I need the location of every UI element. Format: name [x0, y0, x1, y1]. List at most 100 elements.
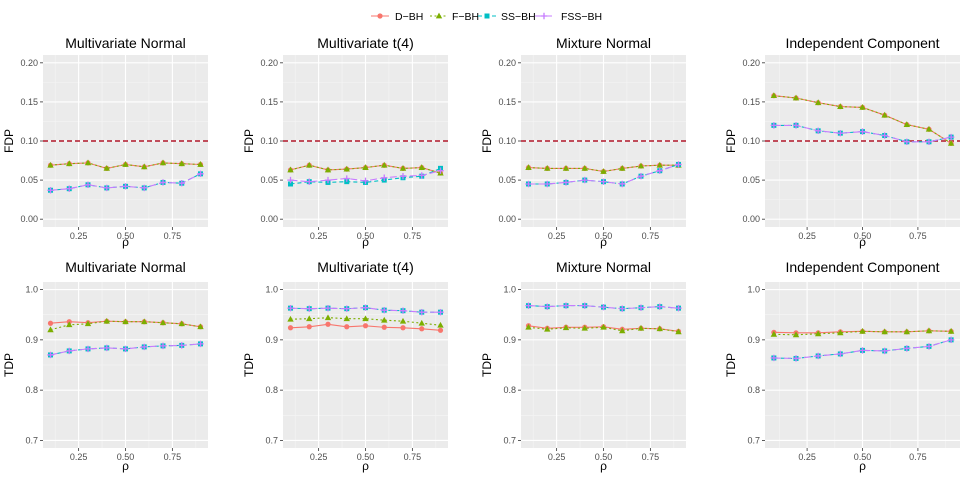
data-point — [287, 176, 294, 184]
y-tick-label: 0.10 — [498, 136, 516, 146]
y-axis-label: TDP — [242, 353, 256, 377]
legend-label: FSS−BH — [561, 11, 602, 23]
y-tick-label: 0.8 — [25, 385, 38, 395]
data-point — [343, 175, 350, 182]
data-point — [381, 174, 388, 181]
data-point — [544, 325, 551, 332]
data-point — [792, 94, 800, 101]
data-point — [619, 305, 626, 312]
legend: D−BH F−BH SS−BH FSS−BH — [371, 11, 602, 23]
series-line — [773, 124, 952, 143]
x-tick-label: 0.50 — [854, 231, 872, 241]
panel-5: 0.25 0.50 0.75 0.7 0.8 0.9 1.0 Multivariate Nor… — [2, 259, 208, 473]
data-point — [47, 320, 54, 326]
data-point — [178, 342, 185, 349]
panel-1: 0.25 0.50 0.75 0.00 0.05 0.10 0.15 0.20 Multivar… — [2, 35, 208, 249]
data-point — [325, 321, 331, 327]
data-point — [675, 161, 682, 168]
x-tick-label: 0.25 — [548, 452, 566, 462]
series-fss-bh — [525, 161, 682, 188]
series-fss-bh — [47, 170, 204, 194]
y-tick-label: 1.0 — [25, 285, 38, 295]
data-point — [837, 329, 844, 336]
data-point — [675, 328, 682, 335]
x-tick-label: 0.25 — [70, 452, 88, 462]
x-axis-label: ρ — [362, 459, 369, 473]
series-f-bh — [525, 161, 682, 174]
data-point — [581, 176, 588, 184]
data-point — [656, 167, 663, 174]
y-tick-label: 0.15 — [20, 97, 38, 107]
legend-item-fss-bh: FSS−BH — [535, 11, 602, 23]
x-tick-label: 0.75 — [404, 452, 422, 462]
x-tick-label: 0.25 — [798, 231, 816, 241]
data-point — [600, 168, 607, 174]
data-point — [306, 161, 313, 168]
data-point — [306, 324, 312, 330]
data-point — [399, 164, 407, 171]
data-point — [637, 172, 645, 180]
y-tick-label: 0.20 — [260, 58, 278, 68]
data-point — [159, 319, 167, 326]
data-point — [525, 180, 532, 188]
data-point — [814, 127, 822, 135]
y-axis-label: FDP — [2, 129, 16, 153]
y-tick-label: 1.0 — [503, 285, 516, 295]
data-point — [84, 181, 92, 188]
data-point — [925, 343, 933, 350]
x-tick-label: 0.25 — [548, 231, 566, 241]
data-point — [925, 327, 933, 334]
y-tick-label: 0.8 — [747, 385, 760, 395]
panel-3: 0.25 0.50 0.75 0.00 0.05 0.10 0.15 0.20 Mixture … — [480, 35, 686, 249]
data-point — [84, 159, 92, 166]
data-point — [859, 347, 866, 354]
data-point — [47, 326, 54, 333]
panel-title: Independent Component — [785, 35, 939, 51]
panel-4: 0.25 0.50 0.75 0.00 0.05 0.10 0.15 0.20 Independ… — [724, 35, 960, 249]
data-point — [562, 179, 570, 186]
y-tick-label: 0.9 — [265, 335, 278, 345]
data-point — [103, 317, 110, 324]
data-point — [544, 303, 551, 310]
data-point — [47, 351, 54, 359]
data-point — [418, 172, 425, 179]
data-point — [178, 320, 185, 327]
data-point — [637, 162, 645, 169]
y-tick-label: 0.10 — [260, 136, 278, 146]
data-point — [837, 129, 844, 137]
series-line — [50, 162, 201, 169]
data-point — [770, 92, 778, 99]
data-point — [324, 314, 332, 321]
data-point — [306, 178, 313, 185]
y-tick-label: 0.7 — [25, 435, 38, 445]
x-tick-label: 0.50 — [357, 452, 375, 462]
legend-key-marker — [484, 13, 490, 19]
panel-title: Multivariate Normal — [65, 259, 186, 275]
data-point — [399, 172, 407, 180]
series-line — [290, 164, 441, 174]
series-f-bh — [770, 327, 955, 338]
x-tick-label: 0.75 — [404, 231, 422, 241]
x-axis-label: ρ — [600, 235, 607, 249]
x-tick-label: 0.75 — [909, 231, 927, 241]
data-point — [362, 315, 369, 322]
data-point — [637, 324, 645, 331]
data-point — [925, 138, 933, 145]
data-point — [103, 164, 110, 171]
x-axis-label: ρ — [859, 459, 866, 473]
y-axis-label: TDP — [724, 353, 738, 377]
data-point — [562, 324, 570, 331]
y-tick-label: 0.15 — [260, 97, 278, 107]
data-point — [362, 177, 369, 185]
y-tick-label: 0.00 — [260, 214, 278, 224]
y-tick-label: 0.05 — [260, 175, 278, 185]
panel-title: Multivariate t(4) — [317, 259, 413, 275]
data-point — [770, 330, 778, 337]
x-axis-label: ρ — [600, 459, 607, 473]
data-point — [197, 340, 204, 348]
data-point — [881, 111, 888, 118]
x-axis-label: ρ — [122, 459, 129, 473]
y-tick-label: 0.8 — [503, 385, 516, 395]
data-point — [381, 306, 388, 314]
